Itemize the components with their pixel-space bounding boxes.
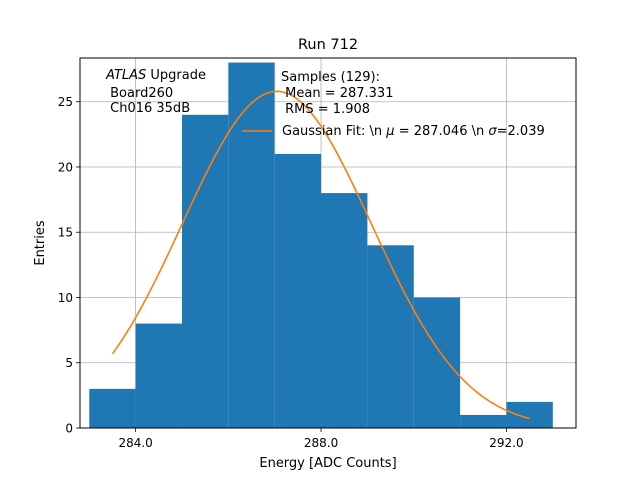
x-tick-label: 284.0 bbox=[118, 436, 152, 450]
legend-title-line-2: Mean = 287.331 bbox=[281, 86, 393, 101]
y-tick-label: 10 bbox=[58, 291, 73, 305]
fit-curve-group bbox=[111, 90, 530, 420]
histogram-bar bbox=[228, 62, 275, 428]
histogram-bar bbox=[274, 153, 322, 429]
legend: Samples (129): Mean = 287.331 RMS = 1.90… bbox=[242, 70, 545, 139]
histogram-bar bbox=[89, 388, 136, 428]
x-axis-ticks: 284.0 288.0 292.0 bbox=[118, 428, 524, 450]
legend-title-line-3: RMS = 1.908 bbox=[281, 102, 370, 117]
annotation-atlas: ATLAS bbox=[105, 68, 146, 83]
plot-frame bbox=[79, 57, 577, 429]
histogram-bar bbox=[367, 245, 414, 428]
histogram-bar bbox=[321, 193, 368, 428]
atlas-annotation: ATLAS Upgrade Board260 Ch016 35dB bbox=[105, 68, 206, 116]
legend-fit-label: Gaussian Fit: \n μ = 287.046 \n σ=2.039 bbox=[282, 124, 545, 139]
histogram-bar bbox=[506, 401, 553, 428]
y-axis-ticks: 0 5 10 15 20 25 bbox=[58, 95, 80, 436]
annotation-line-3: Ch016 35dB bbox=[106, 101, 190, 116]
chart-title: Run 712 bbox=[298, 37, 358, 53]
y-tick-label: 0 bbox=[65, 422, 73, 436]
annotation-line-2: Board260 bbox=[106, 86, 173, 101]
y-tick-label: 5 bbox=[65, 356, 73, 370]
x-axis-label: Energy [ADC Counts] bbox=[259, 456, 396, 471]
histogram-bar bbox=[135, 323, 182, 428]
x-tick-label: 292.0 bbox=[489, 436, 523, 450]
y-tick-label: 15 bbox=[58, 226, 73, 240]
annotation-line-1: ATLAS Upgrade bbox=[105, 68, 206, 83]
histogram-bar bbox=[181, 114, 229, 428]
legend-sigma-symbol: σ bbox=[488, 124, 497, 139]
legend-fit-prefix: Gaussian Fit: \n bbox=[282, 124, 386, 139]
gaussian-fit-curve bbox=[111, 90, 530, 420]
legend-fit-mid: = 287.046 \n bbox=[395, 124, 489, 139]
histogram-bar bbox=[460, 414, 507, 428]
y-tick-label: 25 bbox=[58, 95, 73, 109]
y-tick-label: 20 bbox=[58, 160, 73, 174]
histogram-bars bbox=[89, 62, 553, 429]
y-axis-label: Entries bbox=[33, 220, 48, 266]
annotation-upgrade: Upgrade bbox=[146, 68, 206, 83]
legend-title-line-1: Samples (129): bbox=[281, 70, 380, 85]
legend-fit-suffix: =2.039 bbox=[497, 124, 545, 139]
legend-mu-symbol: μ bbox=[385, 124, 394, 139]
x-tick-label: 288.0 bbox=[304, 436, 338, 450]
histogram-bar bbox=[413, 297, 461, 428]
